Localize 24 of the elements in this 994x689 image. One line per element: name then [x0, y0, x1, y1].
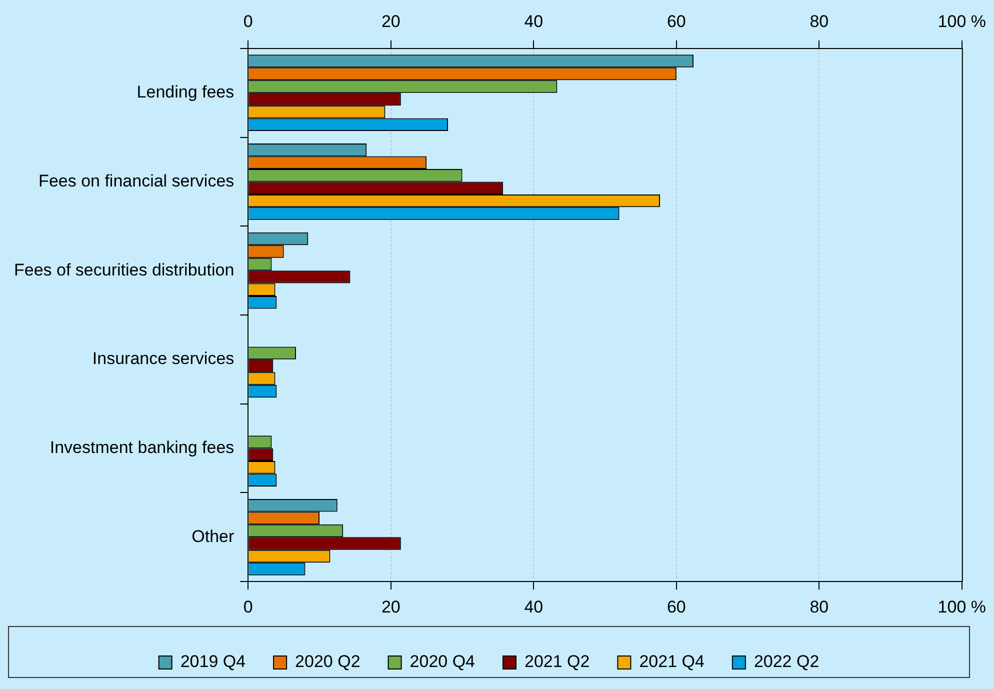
y-tick-label: Lending fees — [136, 82, 234, 102]
x2-tick-label: 100 % — [938, 597, 986, 616]
y-tick-label: Insurance services — [92, 349, 234, 368]
legend-label: 2019 Q4 — [180, 652, 246, 672]
y-tick-label: Investment banking fees — [50, 438, 234, 457]
x-tick-label: 80 — [810, 12, 829, 31]
legend-label: 2020 Q4 — [410, 652, 476, 672]
y-tick-label: Other — [192, 526, 234, 546]
x2-tick-label: 40 — [524, 597, 544, 616]
x-tick-label: 100 % — [938, 12, 986, 31]
legend-label: 2021 Q2 — [524, 652, 590, 672]
x2-tick-label: 80 — [810, 597, 829, 616]
x-tick-label: 40 — [524, 12, 544, 31]
y-tick-label: Fees on financial services — [38, 171, 234, 190]
legend-label: 2022 Q2 — [754, 652, 820, 672]
x-tick-label: 20 — [381, 12, 400, 31]
legend-label: 2020 Q2 — [295, 652, 360, 672]
x-tick-label: 60 — [666, 12, 686, 31]
y-tick-label: Fees of securities distribution — [14, 260, 234, 280]
x2-tick-label: 0 — [243, 597, 253, 616]
x-tick-label: 0 — [243, 12, 253, 31]
x2-tick-label: 20 — [381, 597, 400, 616]
legend-label: 2021 Q4 — [639, 652, 704, 672]
x2-tick-label: 60 — [666, 597, 686, 616]
